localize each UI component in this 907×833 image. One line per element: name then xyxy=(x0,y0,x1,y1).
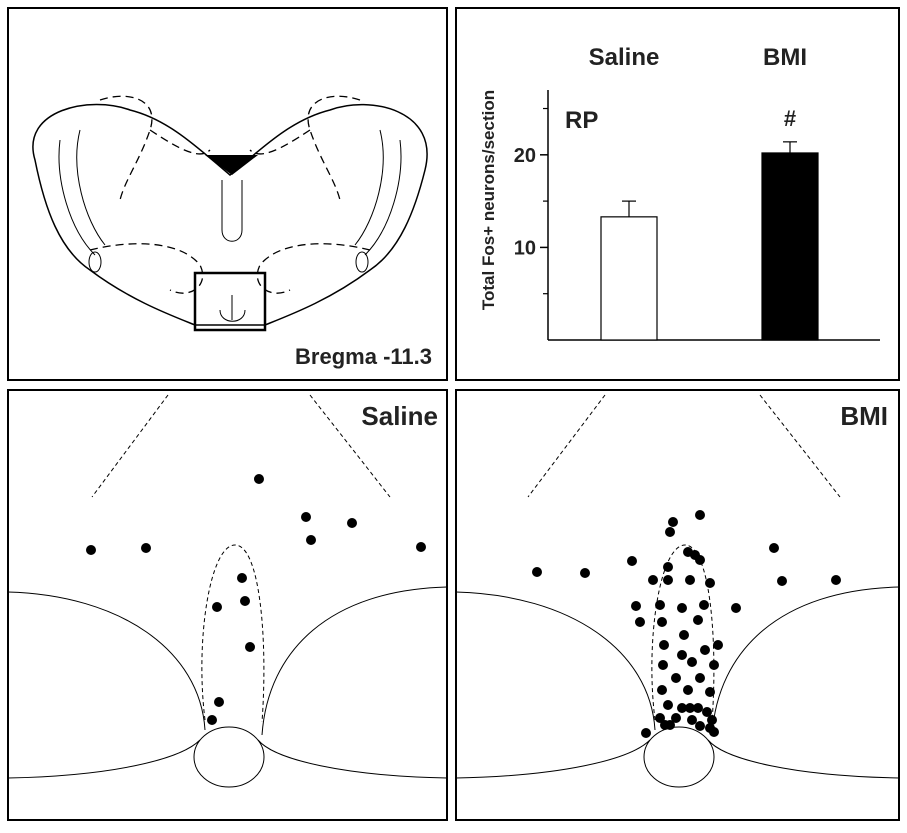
neuron-dot xyxy=(687,657,697,667)
neuron-dot xyxy=(665,527,675,537)
neuron-dot xyxy=(648,575,658,585)
neuron-dot xyxy=(695,555,705,565)
neuron-dot xyxy=(683,685,693,695)
neuron-dot xyxy=(699,600,709,610)
neuron-dot xyxy=(709,727,719,737)
neuron-dot xyxy=(671,713,681,723)
panel-label: BMI xyxy=(840,401,888,431)
neuron-dot xyxy=(663,562,673,572)
neuron-dot xyxy=(677,703,687,713)
neuron-dot xyxy=(306,535,316,545)
neuron-dot xyxy=(731,603,741,613)
neuron-dot xyxy=(707,715,717,725)
bar-chart: 10 20 Saline BMI # xyxy=(514,44,819,341)
category-label: BMI xyxy=(763,44,807,71)
panel-saline xyxy=(7,389,448,821)
section-drawing xyxy=(32,95,428,332)
neuron-dot xyxy=(301,512,311,522)
panel-section xyxy=(7,7,448,381)
neuron-dot xyxy=(693,615,703,625)
neuron-dot xyxy=(659,640,669,650)
neuron-dot xyxy=(655,713,665,723)
neuron-dot xyxy=(702,707,712,717)
neuron-dot xyxy=(677,650,687,660)
neuron-dot xyxy=(141,543,151,553)
neuron-dot xyxy=(532,567,542,577)
neuron-dot xyxy=(663,700,673,710)
neuron-dots xyxy=(86,474,841,738)
neuron-dot xyxy=(695,721,705,731)
neuron-dot xyxy=(580,568,590,578)
neuron-dot xyxy=(655,600,665,610)
bar xyxy=(600,216,658,341)
panel-label: Saline xyxy=(361,401,438,431)
neuron-dot xyxy=(657,617,667,627)
neuron-dot xyxy=(641,728,651,738)
neuron-dot xyxy=(769,543,779,553)
neuron-dot xyxy=(658,660,668,670)
neuron-dot xyxy=(214,697,224,707)
region-label: RP xyxy=(565,107,598,134)
significance-mark: # xyxy=(784,106,796,131)
panel-bmi xyxy=(455,389,900,821)
neuron-dot xyxy=(657,685,667,695)
neuron-dot xyxy=(665,720,675,730)
section-label: Bregma -11.3 xyxy=(295,344,432,369)
neuron-dot xyxy=(240,596,250,606)
neuron-dot xyxy=(631,601,641,611)
neuron-dot xyxy=(212,602,222,612)
neuron-dot xyxy=(237,573,247,583)
y-axis-label: Total Fos+ neurons/section xyxy=(479,90,498,310)
neuron-dot xyxy=(831,575,841,585)
neuron-dot xyxy=(677,603,687,613)
neuron-dot xyxy=(695,673,705,683)
neuron-dot xyxy=(663,575,673,585)
neuron-dot xyxy=(700,645,710,655)
neuron-dot xyxy=(627,556,637,566)
neuron-dot xyxy=(671,673,681,683)
neuron-dot xyxy=(668,517,678,527)
rp-drawing-bmi xyxy=(455,394,900,788)
neuron-dot xyxy=(347,518,357,528)
category-label: Saline xyxy=(589,44,660,71)
neuron-dot xyxy=(254,474,264,484)
neuron-dot xyxy=(685,703,695,713)
neuron-dot xyxy=(695,510,705,520)
rp-drawing-saline xyxy=(7,394,448,788)
neuron-dot xyxy=(687,715,697,725)
y-tick-label: 20 xyxy=(514,145,536,167)
neuron-dot xyxy=(245,642,255,652)
neuron-dot xyxy=(709,660,719,670)
panel-chart xyxy=(455,7,900,381)
neuron-dot xyxy=(679,630,689,640)
y-tick-label: 10 xyxy=(514,237,536,259)
neuron-dot xyxy=(705,578,715,588)
bar xyxy=(761,152,819,341)
neuron-dot xyxy=(86,545,96,555)
neuron-dot xyxy=(207,715,217,725)
neuron-dot xyxy=(685,575,695,585)
neuron-dot xyxy=(693,703,703,713)
neuron-dot xyxy=(635,617,645,627)
neuron-dot xyxy=(713,640,723,650)
neuron-dot xyxy=(777,576,787,586)
neuron-dot xyxy=(705,687,715,697)
neuron-dot xyxy=(416,542,426,552)
